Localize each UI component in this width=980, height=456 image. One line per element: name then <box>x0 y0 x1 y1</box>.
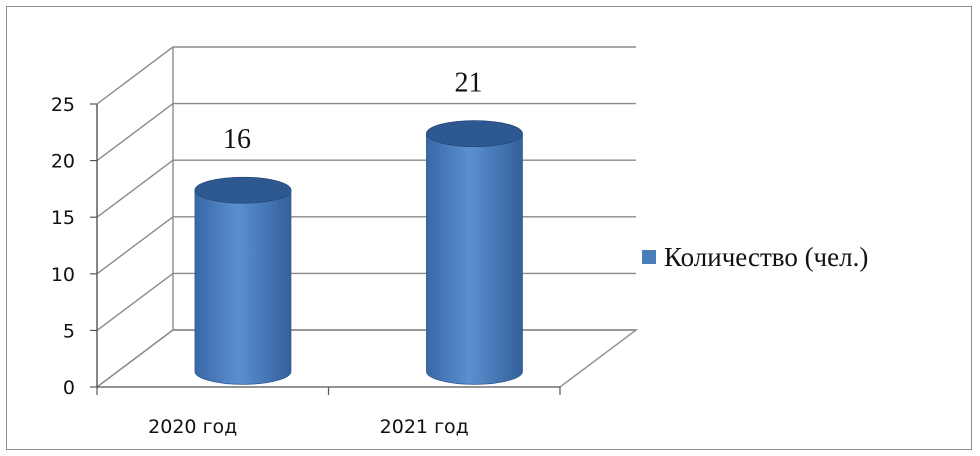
legend: Количество (чел.) <box>642 242 868 272</box>
y-tick-label: 25 <box>51 94 75 116</box>
gridlines <box>96 46 636 388</box>
gridline <box>96 46 636 105</box>
y-tick-label: 5 <box>63 320 75 342</box>
bar-top <box>194 176 292 204</box>
y-tick-label: 15 <box>51 207 75 229</box>
floor-outline <box>96 329 639 388</box>
y-axis: 0 5 10 15 20 25 <box>51 94 98 399</box>
gridline <box>96 329 636 388</box>
x-axis: 2020 год 2021 год <box>96 386 561 438</box>
gridline <box>96 159 636 218</box>
bar-body <box>194 189 292 385</box>
x-category-label: 2020 год <box>148 416 237 438</box>
x-category-label: 2021 год <box>380 416 469 438</box>
bar-top <box>426 120 523 148</box>
bars <box>194 120 523 385</box>
gridline <box>96 272 636 331</box>
bar-cylinder <box>426 120 523 385</box>
y-tick-label: 20 <box>51 151 75 173</box>
data-label: 21 <box>454 68 482 99</box>
gridline <box>96 216 636 275</box>
bar-body <box>426 133 523 385</box>
bar-cylinder <box>194 176 292 385</box>
legend-swatch <box>642 250 656 264</box>
y-tick-label: 0 <box>63 377 75 399</box>
data-label: 16 <box>223 124 251 155</box>
gridline <box>96 102 636 162</box>
legend-label: Количество (чел.) <box>664 242 868 272</box>
y-tick-label: 10 <box>51 264 75 286</box>
